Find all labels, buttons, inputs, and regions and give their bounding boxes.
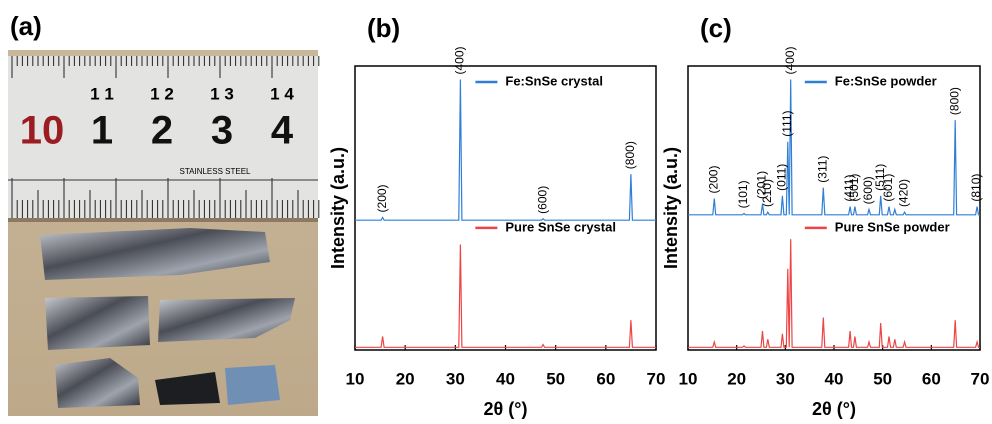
- panel-label: (c): [700, 13, 732, 43]
- x-axis-label: 2θ (°): [484, 399, 528, 419]
- crystal: [45, 296, 150, 350]
- y-axis-label: Intensity (a.u.): [661, 147, 681, 269]
- x-tick-label: 40: [496, 369, 515, 388]
- x-tick-label: 20: [396, 369, 415, 388]
- legend-label: Fe:SnSe powder: [835, 73, 937, 88]
- series-line: [355, 80, 656, 221]
- x-tick-label: 50: [873, 369, 892, 388]
- x-tick-label: 20: [727, 369, 746, 388]
- peak-label: (400): [783, 47, 797, 75]
- ruler-number: 10: [20, 109, 65, 153]
- y-axis-label: Intensity (a.u.): [328, 147, 348, 269]
- x-tick-label: 30: [446, 369, 465, 388]
- series-line: [688, 239, 980, 347]
- peak-label: (810): [969, 174, 983, 202]
- x-axis-label: 2θ (°): [812, 399, 856, 419]
- peak-label: (400): [453, 47, 467, 75]
- ruler-number: 1: [91, 109, 113, 153]
- peak-label: (200): [706, 166, 720, 194]
- figure: (a) 10 1234 1 1 1 2 1 3 1 4 STAINLESS STEEL (b…: [0, 0, 992, 424]
- x-tick-label: 70: [971, 369, 990, 388]
- peak-label: (311): [815, 156, 829, 183]
- ruler-sub-number: 1 1: [90, 84, 114, 103]
- peak-label: (210): [760, 179, 774, 207]
- panel-label: (b): [367, 13, 400, 43]
- peak-label: (200): [375, 184, 389, 212]
- peak-label: (800): [947, 87, 961, 115]
- peak-label: (600): [535, 186, 549, 214]
- ruler-sub-number: 1 3: [210, 84, 234, 103]
- series-line: [688, 80, 980, 215]
- x-tick-label: 10: [346, 369, 365, 388]
- peak-label: (800): [623, 141, 637, 169]
- ruler-number: 2: [151, 109, 173, 153]
- ruler-sub-number: 1 4: [270, 84, 294, 103]
- series-line: [355, 245, 656, 348]
- ruler-sub-number: 1 2: [150, 84, 174, 103]
- x-tick-label: 10: [679, 369, 698, 388]
- peak-label: (420): [897, 179, 911, 207]
- ruler-number: 4: [271, 109, 294, 153]
- ruler-number: 3: [211, 109, 233, 153]
- x-tick-label: 60: [596, 369, 615, 388]
- plot-frame: [688, 66, 980, 350]
- x-tick-label: 60: [922, 369, 941, 388]
- legend-label: Pure SnSe powder: [835, 219, 950, 234]
- x-tick-label: 40: [825, 369, 844, 388]
- legend-label: Pure SnSe crystal: [505, 219, 616, 234]
- ruler-brand: STAINLESS STEEL: [180, 167, 252, 176]
- crystal: [225, 365, 280, 405]
- peak-label: (111): [780, 110, 794, 136]
- panel-label: (a): [10, 11, 42, 41]
- peak-label: (501): [847, 174, 861, 202]
- x-tick-label: 70: [647, 369, 666, 388]
- legend-label: Fe:SnSe crystal: [505, 73, 603, 88]
- peak-label: (601): [881, 174, 895, 202]
- x-tick-label: 50: [546, 369, 565, 388]
- ruler-edge: [8, 218, 318, 222]
- plot-frame: [355, 66, 656, 350]
- peak-label: (101): [736, 180, 750, 208]
- peak-label: (011): [775, 164, 789, 191]
- x-tick-label: 30: [776, 369, 795, 388]
